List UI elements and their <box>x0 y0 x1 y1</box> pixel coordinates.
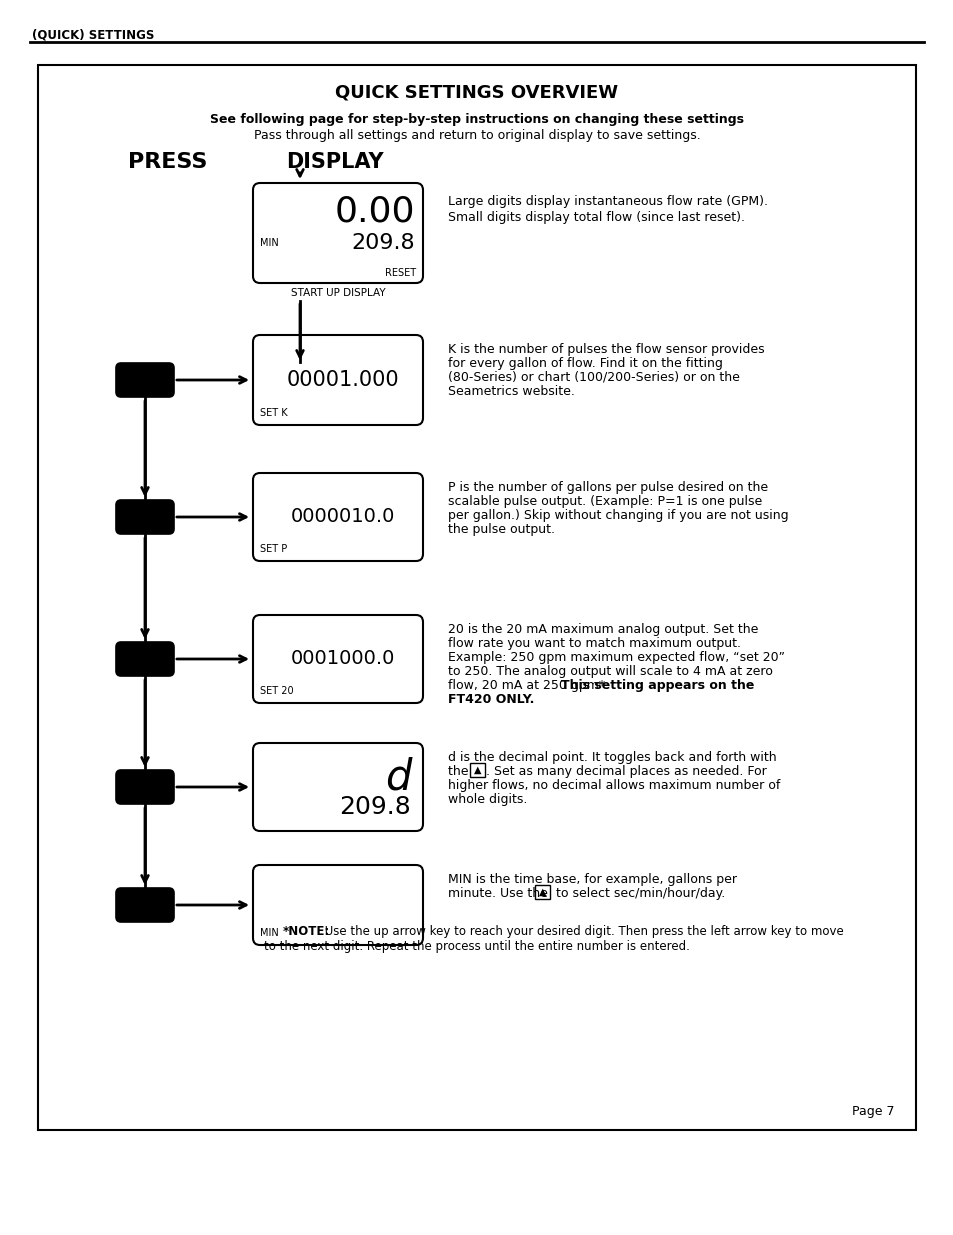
Text: SET 20: SET 20 <box>260 685 294 697</box>
Text: 20 is the 20 mA maximum analog output. Set the: 20 is the 20 mA maximum analog output. S… <box>448 622 758 636</box>
Text: the: the <box>448 764 472 778</box>
Text: *NOTE:: *NOTE: <box>283 925 330 939</box>
Text: Example: 250 gpm maximum expected flow, “set 20”: Example: 250 gpm maximum expected flow, … <box>448 651 784 664</box>
Text: (QUICK) SETTINGS: (QUICK) SETTINGS <box>32 28 154 41</box>
FancyBboxPatch shape <box>253 473 422 561</box>
Text: to the next digit. Repeat the process until the entire number is entered.: to the next digit. Repeat the process un… <box>264 940 689 953</box>
FancyBboxPatch shape <box>116 642 173 676</box>
Text: FT420 ONLY.: FT420 ONLY. <box>448 693 534 706</box>
FancyBboxPatch shape <box>253 183 422 283</box>
Text: This setting appears on the: This setting appears on the <box>560 679 754 692</box>
Text: RESET: RESET <box>384 268 416 278</box>
Text: START UP DISPLAY: START UP DISPLAY <box>291 288 385 298</box>
Text: ▲: ▲ <box>538 887 546 897</box>
Text: 0000010.0: 0000010.0 <box>291 508 395 526</box>
FancyBboxPatch shape <box>116 769 173 804</box>
Text: P is the number of gallons per pulse desired on the: P is the number of gallons per pulse des… <box>448 480 767 494</box>
Text: flow, 20 mA at 250 gpm*.: flow, 20 mA at 250 gpm*. <box>448 679 613 692</box>
Text: SET: SET <box>129 373 161 388</box>
Text: . Set as many decimal places as needed. For: . Set as many decimal places as needed. … <box>485 764 766 778</box>
FancyBboxPatch shape <box>116 363 173 396</box>
Bar <box>38 65 915 1130</box>
Text: minute. Use the: minute. Use the <box>448 887 551 900</box>
Text: 00001.000: 00001.000 <box>287 370 399 390</box>
Text: Pass through all settings and return to original display to save settings.: Pass through all settings and return to … <box>253 128 700 142</box>
Text: PRESS: PRESS <box>128 152 208 172</box>
Text: MIN: MIN <box>260 238 278 248</box>
Text: SET P: SET P <box>260 543 287 555</box>
Text: MIN: MIN <box>260 927 278 939</box>
Text: whole digits.: whole digits. <box>448 793 527 806</box>
Text: QUICK SETTINGS OVERVIEW: QUICK SETTINGS OVERVIEW <box>335 83 618 101</box>
Text: to 250. The analog output will scale to 4 mA at zero: to 250. The analog output will scale to … <box>448 664 772 678</box>
Text: ▲: ▲ <box>474 764 480 776</box>
FancyBboxPatch shape <box>253 864 422 945</box>
Text: higher flows, no decimal allows maximum number of: higher flows, no decimal allows maximum … <box>448 779 780 792</box>
Bar <box>535 885 550 899</box>
Text: 0001000.0: 0001000.0 <box>291 650 395 668</box>
Text: flow rate you want to match maximum output.: flow rate you want to match maximum outp… <box>448 637 740 650</box>
Text: Small digits display total flow (since last reset).: Small digits display total flow (since l… <box>448 211 744 224</box>
Text: SET: SET <box>129 898 161 913</box>
Text: 0.00: 0.00 <box>335 195 415 228</box>
Text: Large digits display instantaneous flow rate (GPM).: Large digits display instantaneous flow … <box>448 195 767 207</box>
Text: (80-Series) or chart (100/200-Series) or on the: (80-Series) or chart (100/200-Series) or… <box>448 370 740 384</box>
FancyBboxPatch shape <box>253 615 422 703</box>
Text: See following page for step-by-step instructions on changing these settings: See following page for step-by-step inst… <box>210 112 743 126</box>
Text: Use the up arrow key to reach your desired digit. Then press the left arrow key : Use the up arrow key to reach your desir… <box>320 925 842 939</box>
Text: 209.8: 209.8 <box>339 795 411 819</box>
Text: the pulse output.: the pulse output. <box>448 522 555 536</box>
Text: 209.8: 209.8 <box>351 233 415 253</box>
Text: SET K: SET K <box>260 408 287 417</box>
Text: SET: SET <box>129 779 161 794</box>
FancyBboxPatch shape <box>253 743 422 831</box>
Text: d is the decimal point. It toggles back and forth with: d is the decimal point. It toggles back … <box>448 751 776 764</box>
Text: SET: SET <box>129 510 161 525</box>
Text: DISPLAY: DISPLAY <box>286 152 383 172</box>
Text: for every gallon of flow. Find it on the fitting: for every gallon of flow. Find it on the… <box>448 357 722 370</box>
Text: Seametrics website.: Seametrics website. <box>448 385 575 398</box>
Text: scalable pulse output. (Example: P=1 is one pulse: scalable pulse output. (Example: P=1 is … <box>448 495 761 508</box>
Text: SET: SET <box>129 652 161 667</box>
Text: to select sec/min/hour/day.: to select sec/min/hour/day. <box>552 887 724 900</box>
Text: K is the number of pulses the flow sensor provides: K is the number of pulses the flow senso… <box>448 343 763 356</box>
Bar <box>470 763 484 777</box>
Text: d: d <box>384 757 411 799</box>
FancyBboxPatch shape <box>253 335 422 425</box>
Text: Page 7: Page 7 <box>852 1105 894 1118</box>
FancyBboxPatch shape <box>116 500 173 534</box>
Text: per gallon.) Skip without changing if you are not using: per gallon.) Skip without changing if yo… <box>448 509 788 522</box>
Text: MIN is the time base, for example, gallons per: MIN is the time base, for example, gallo… <box>448 873 737 885</box>
FancyBboxPatch shape <box>116 888 173 923</box>
